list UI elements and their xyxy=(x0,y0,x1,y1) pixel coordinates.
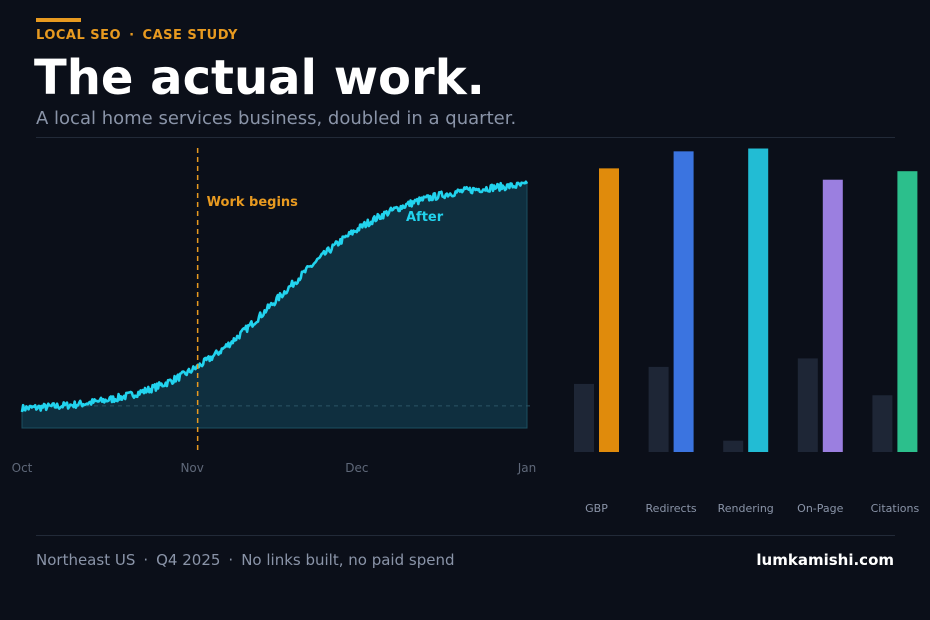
top-divider xyxy=(36,137,895,138)
bar-after-citations xyxy=(897,171,918,452)
accent-bar xyxy=(36,18,81,22)
bar-after-redirects xyxy=(673,151,694,452)
kicker-category: LOCAL SEO xyxy=(36,28,122,43)
traffic-line-chart: Work begins After Oct Nov Dec Jan xyxy=(12,148,537,475)
traffic-line xyxy=(20,180,529,413)
footer-period: Q4 2025 xyxy=(156,551,221,569)
after-label: After xyxy=(406,210,444,225)
bar-category-label: Redirects xyxy=(646,502,697,515)
bar-after-gbp xyxy=(599,168,619,452)
bar-before-redirects xyxy=(648,366,669,452)
work-begins-label: Work begins xyxy=(207,195,299,210)
bar-before-citations xyxy=(872,395,893,452)
bar-category-label: GBP xyxy=(585,502,608,515)
bar-category-label: Citations xyxy=(871,502,920,515)
bar-after-rendering xyxy=(748,148,769,452)
bottom-divider xyxy=(36,535,895,536)
work-bar-chart: GBP Redirects Rendering On-Page Citations xyxy=(574,148,920,515)
page-subtitle: A local home services business, doubled … xyxy=(36,108,517,129)
bar-before-rendering xyxy=(723,440,744,452)
kicker-type: CASE STUDY xyxy=(142,28,238,43)
page-title: The actual work. xyxy=(34,50,485,106)
x-tick-label: Nov xyxy=(180,461,203,475)
x-tick-label: Oct xyxy=(12,461,33,475)
footer-separator: · xyxy=(228,551,234,569)
footer-note: No links built, no paid spend xyxy=(241,551,455,569)
footer-site: lumkamishi.com xyxy=(756,551,894,569)
bar-before-gbp xyxy=(574,383,594,452)
bar-after-on-page xyxy=(822,179,843,452)
kicker-separator: · xyxy=(129,28,135,43)
footer-meta: Northeast US · Q4 2025 · No links built, no … xyxy=(36,551,454,569)
kicker: LOCAL SEO · CASE STUDY xyxy=(36,28,238,43)
x-tick-label: Dec xyxy=(345,461,368,475)
bar-category-label: Rendering xyxy=(718,502,774,515)
footer-region: Northeast US xyxy=(36,551,136,569)
bar-before-on-page xyxy=(797,358,818,452)
footer-separator: · xyxy=(143,551,149,569)
bar-category-label: On-Page xyxy=(797,502,843,515)
x-tick-label: Jan xyxy=(517,461,537,475)
